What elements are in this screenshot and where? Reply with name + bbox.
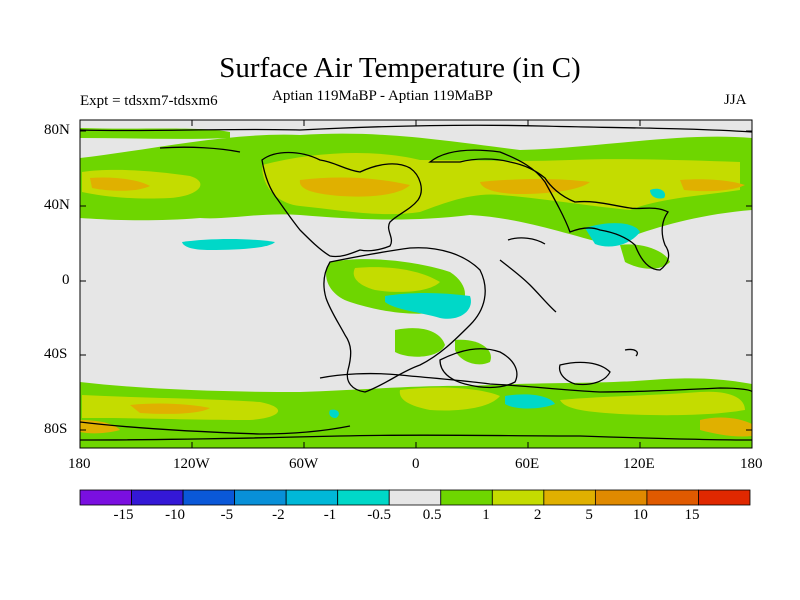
lat-label-40n: 40N xyxy=(44,197,70,213)
colorbar-box xyxy=(285,489,339,506)
colorbar-label: 1 xyxy=(482,507,490,523)
colorbar-box xyxy=(440,489,493,506)
colorbar-box xyxy=(79,489,132,506)
colorbar-label: -2 xyxy=(272,507,285,523)
colorbar xyxy=(79,489,751,506)
lat-label-80s: 80S xyxy=(44,421,68,437)
colorbar-label: 5 xyxy=(585,507,593,523)
colorbar-box xyxy=(388,489,442,506)
lon-label-180-right: 180 xyxy=(740,456,763,472)
colorbar-box xyxy=(594,489,648,506)
lon-label-120e: 120E xyxy=(623,456,655,472)
map-subtitle: Aptian 119MaBP - Aptian 119MaBP xyxy=(272,88,493,104)
colorbar-label: -5 xyxy=(220,507,234,523)
map-title: Surface Air Temperature (in C) xyxy=(219,52,581,84)
lat-label-40s: 40S xyxy=(44,346,68,362)
axis-ticks xyxy=(80,120,752,448)
colorbar-label: 15 xyxy=(684,507,700,523)
colorbar-label: 0.5 xyxy=(422,507,442,523)
lon-label-120w: 120W xyxy=(173,456,210,472)
colorbar-label: 2 xyxy=(533,507,542,523)
lat-label-0: 0 xyxy=(62,272,70,288)
colorbar-box xyxy=(543,489,596,506)
lon-label-0: 0 xyxy=(412,456,420,472)
colorbar-box xyxy=(337,489,390,506)
lon-label-180-left: 180 xyxy=(68,456,91,472)
colorbar-label: -0.5 xyxy=(367,507,391,523)
colorbar-box xyxy=(131,489,184,506)
colorbar-box xyxy=(182,489,236,506)
experiment-label: Expt = tdsxm7-tdsxm6 xyxy=(80,93,218,109)
colorbar-box xyxy=(698,489,751,506)
coastlines xyxy=(80,124,752,441)
lat-label-80n: 80N xyxy=(44,122,70,138)
colorbar-label: -1 xyxy=(323,507,337,523)
lon-label-60w: 60W xyxy=(289,456,319,472)
colorbar-label: -15 xyxy=(113,507,134,523)
colorbar-box xyxy=(491,489,545,506)
shading-level-neg1-to-neg0-5 xyxy=(182,188,666,418)
season-label: JJA xyxy=(724,92,747,108)
lon-label-60e: 60E xyxy=(515,456,540,472)
colorbar-box xyxy=(234,489,287,506)
shading-level-2-to-5 xyxy=(80,177,752,437)
colorbar-label: 10 xyxy=(632,507,648,523)
colorbar-label: -10 xyxy=(165,507,186,523)
colorbar-box xyxy=(646,489,699,506)
